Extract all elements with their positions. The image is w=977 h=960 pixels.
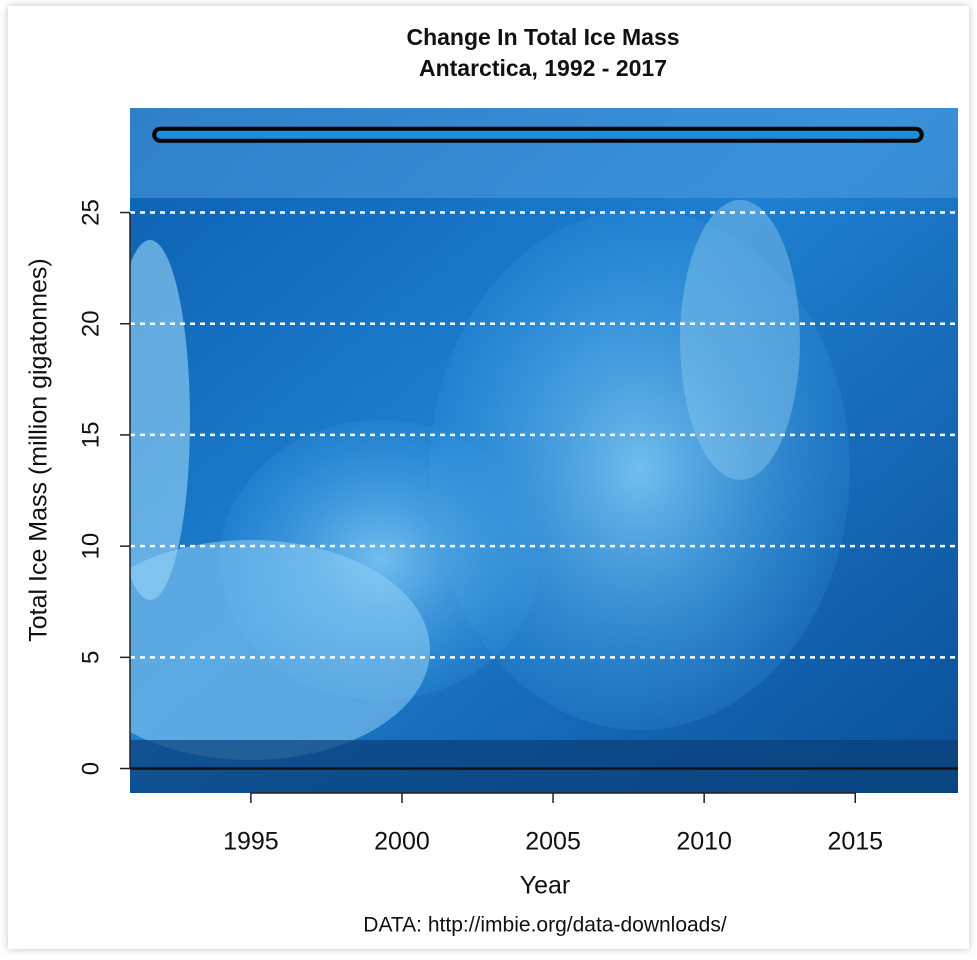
x-tick-label: 2000 [374, 828, 430, 856]
x-axis-label: Year [520, 872, 571, 900]
y-tick-label: 15 [77, 422, 104, 449]
x-tick-label: 2005 [525, 828, 581, 856]
y-tick-label: 5 [77, 651, 104, 664]
y-tick-label: 10 [77, 533, 104, 560]
chart: Change In Total Ice Mass Antarctica, 199… [0, 0, 977, 955]
y-axis-label: Total Ice Mass (million gigatonnes) [25, 258, 53, 642]
y-tick-label: 25 [77, 199, 104, 226]
x-tick-label: 2010 [676, 828, 732, 856]
chart-subtitle: Antarctica, 1992 - 2017 [419, 55, 667, 81]
page: {"chart_data": { "type": "line", "title"… [0, 0, 977, 955]
y-tick-label: 0 [77, 762, 104, 775]
chart-title: Change In Total Ice Mass [406, 24, 679, 50]
y-tick-label: 20 [77, 310, 104, 337]
x-tick-label: 1995 [223, 828, 279, 856]
background-image [70, 108, 958, 793]
x-tick-label: 2015 [827, 828, 883, 856]
caption: DATA: http://imbie.org/data-downloads/ [363, 914, 727, 937]
